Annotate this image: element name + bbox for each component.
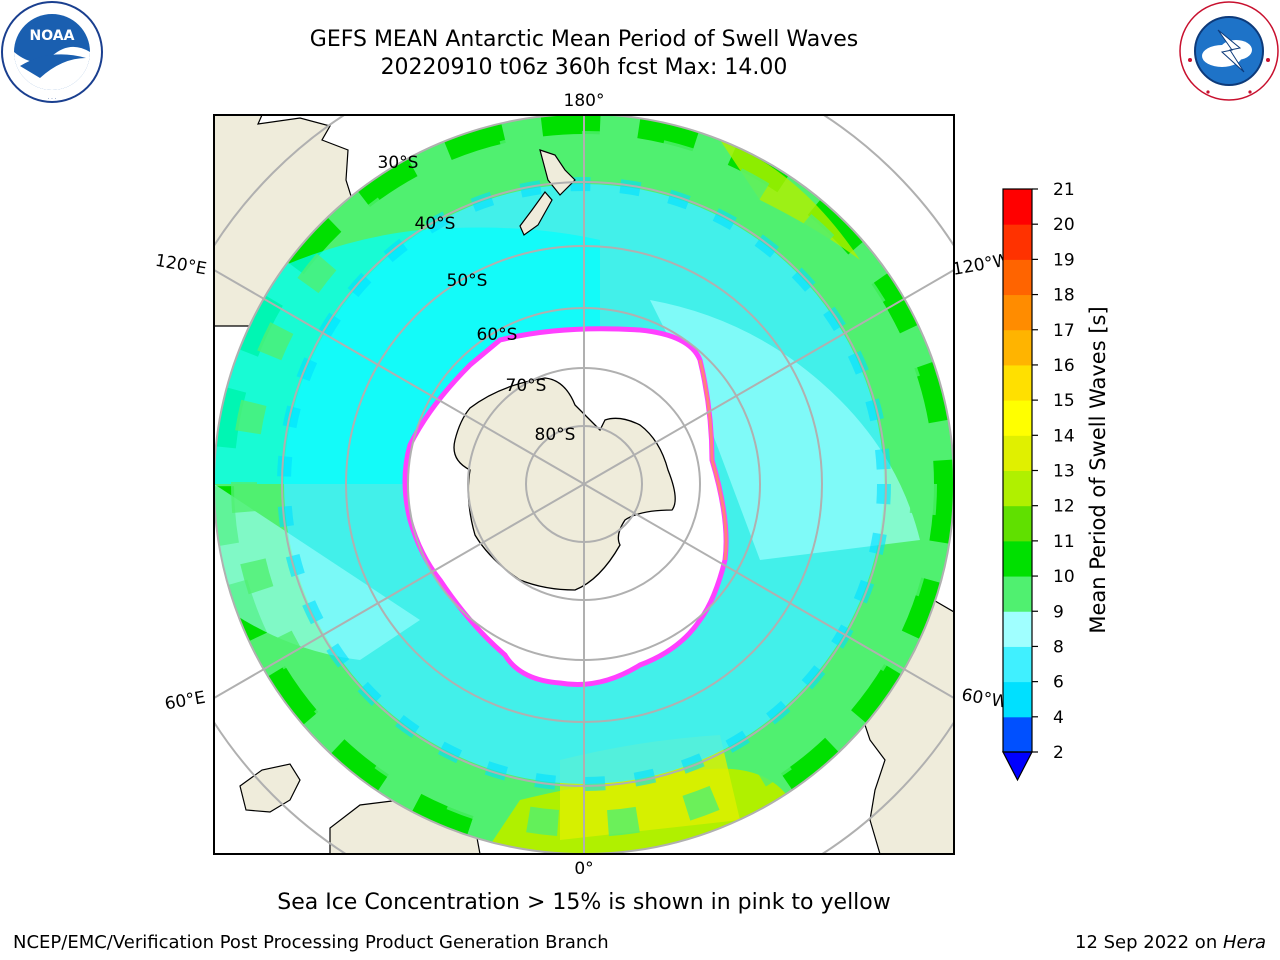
colorbar-tick-label: 8 [1053,637,1064,657]
colorbar-segment [1003,435,1032,471]
colorbar-tick-label: 12 [1053,497,1075,517]
lat-label-60s: 60°S [477,325,518,345]
svg-text:· · ·: · · · [48,96,57,102]
colorbar-segment [1003,470,1032,507]
colorbar-tick-label: 20 [1053,215,1075,235]
footer-date: 12 Sep 2022 on Hera [1075,932,1266,953]
map-frame [213,114,955,855]
colorbar-tick-label: 10 [1053,567,1075,587]
chart-subtitle: 20220910 t06z 360h fcst Max: 14.00 [380,55,788,80]
colorbar-segment [1003,189,1032,225]
colorbar-tick-label: 19 [1053,250,1075,270]
lon-label-0: 0° [574,859,593,879]
colorbar-segment [1003,400,1032,436]
footer-credit: NCEP/EMC/Verification Post Processing Pr… [13,932,609,953]
colorbar-tick-label: 16 [1053,356,1075,376]
colorbar-tick-label: 18 [1053,286,1075,306]
colorbar-segment [1003,224,1032,260]
graticule [214,115,954,854]
land-new-zealand-north [539,149,576,196]
land-new-zealand-south [519,191,553,236]
colorbar-tick-label: 6 [1053,673,1064,693]
colorbar-tick-label: 11 [1053,532,1075,552]
colorbar-segment [1003,259,1032,296]
lat-label-80s: 80°S [535,425,576,445]
colorbar-segment [1003,681,1032,718]
colorbar-segment [1003,329,1032,366]
colorbar-segment [1003,540,1032,577]
noaa-logo-text: NOAA [30,28,75,44]
nws-logo-icon [1179,1,1279,101]
lat-label-70s: 70°S [506,376,547,396]
colorbar-tick-label: 15 [1053,391,1075,411]
lat-label-40s: 40°S [415,214,456,234]
colorbar-segment [1003,646,1032,683]
colorbar-tick-label: 2 [1053,743,1064,763]
colorbar-segment [1003,505,1032,542]
colorbar-segment [1003,611,1032,647]
chart-title: GEFS MEAN Antarctic Mean Period of Swell… [309,27,859,52]
colorbar-tick-label: 13 [1053,462,1075,482]
colorbar-tick-label: 4 [1053,708,1064,728]
sea-ice-caption: Sea Ice Concentration > 15% is shown in … [277,890,891,915]
colorbar-label: Mean Period of Swell Waves [s] [1086,306,1110,633]
lon-label-180: 180° [564,91,605,111]
colorbar-segment [1003,364,1032,401]
lat-label-30s: 30°S [378,153,419,173]
colorbar-tick-label: 9 [1053,602,1064,622]
colorbar-tick-label: 14 [1053,426,1075,446]
colorbar-tick-label: 21 [1053,180,1075,200]
footer-date-text: 12 Sep 2022 on [1075,932,1223,953]
noaa-logo-icon: NOAA · · · [1,1,103,103]
colorbar-segment [1003,716,1032,753]
lat-label-50s: 50°S [447,271,488,291]
colorbar-segment [1003,294,1032,331]
colorbar-extend-min [1002,751,1033,782]
footer-host: Hera [1222,932,1266,953]
colorbar-segment [1003,576,1032,612]
colorbar-tick-label: 17 [1053,321,1075,341]
